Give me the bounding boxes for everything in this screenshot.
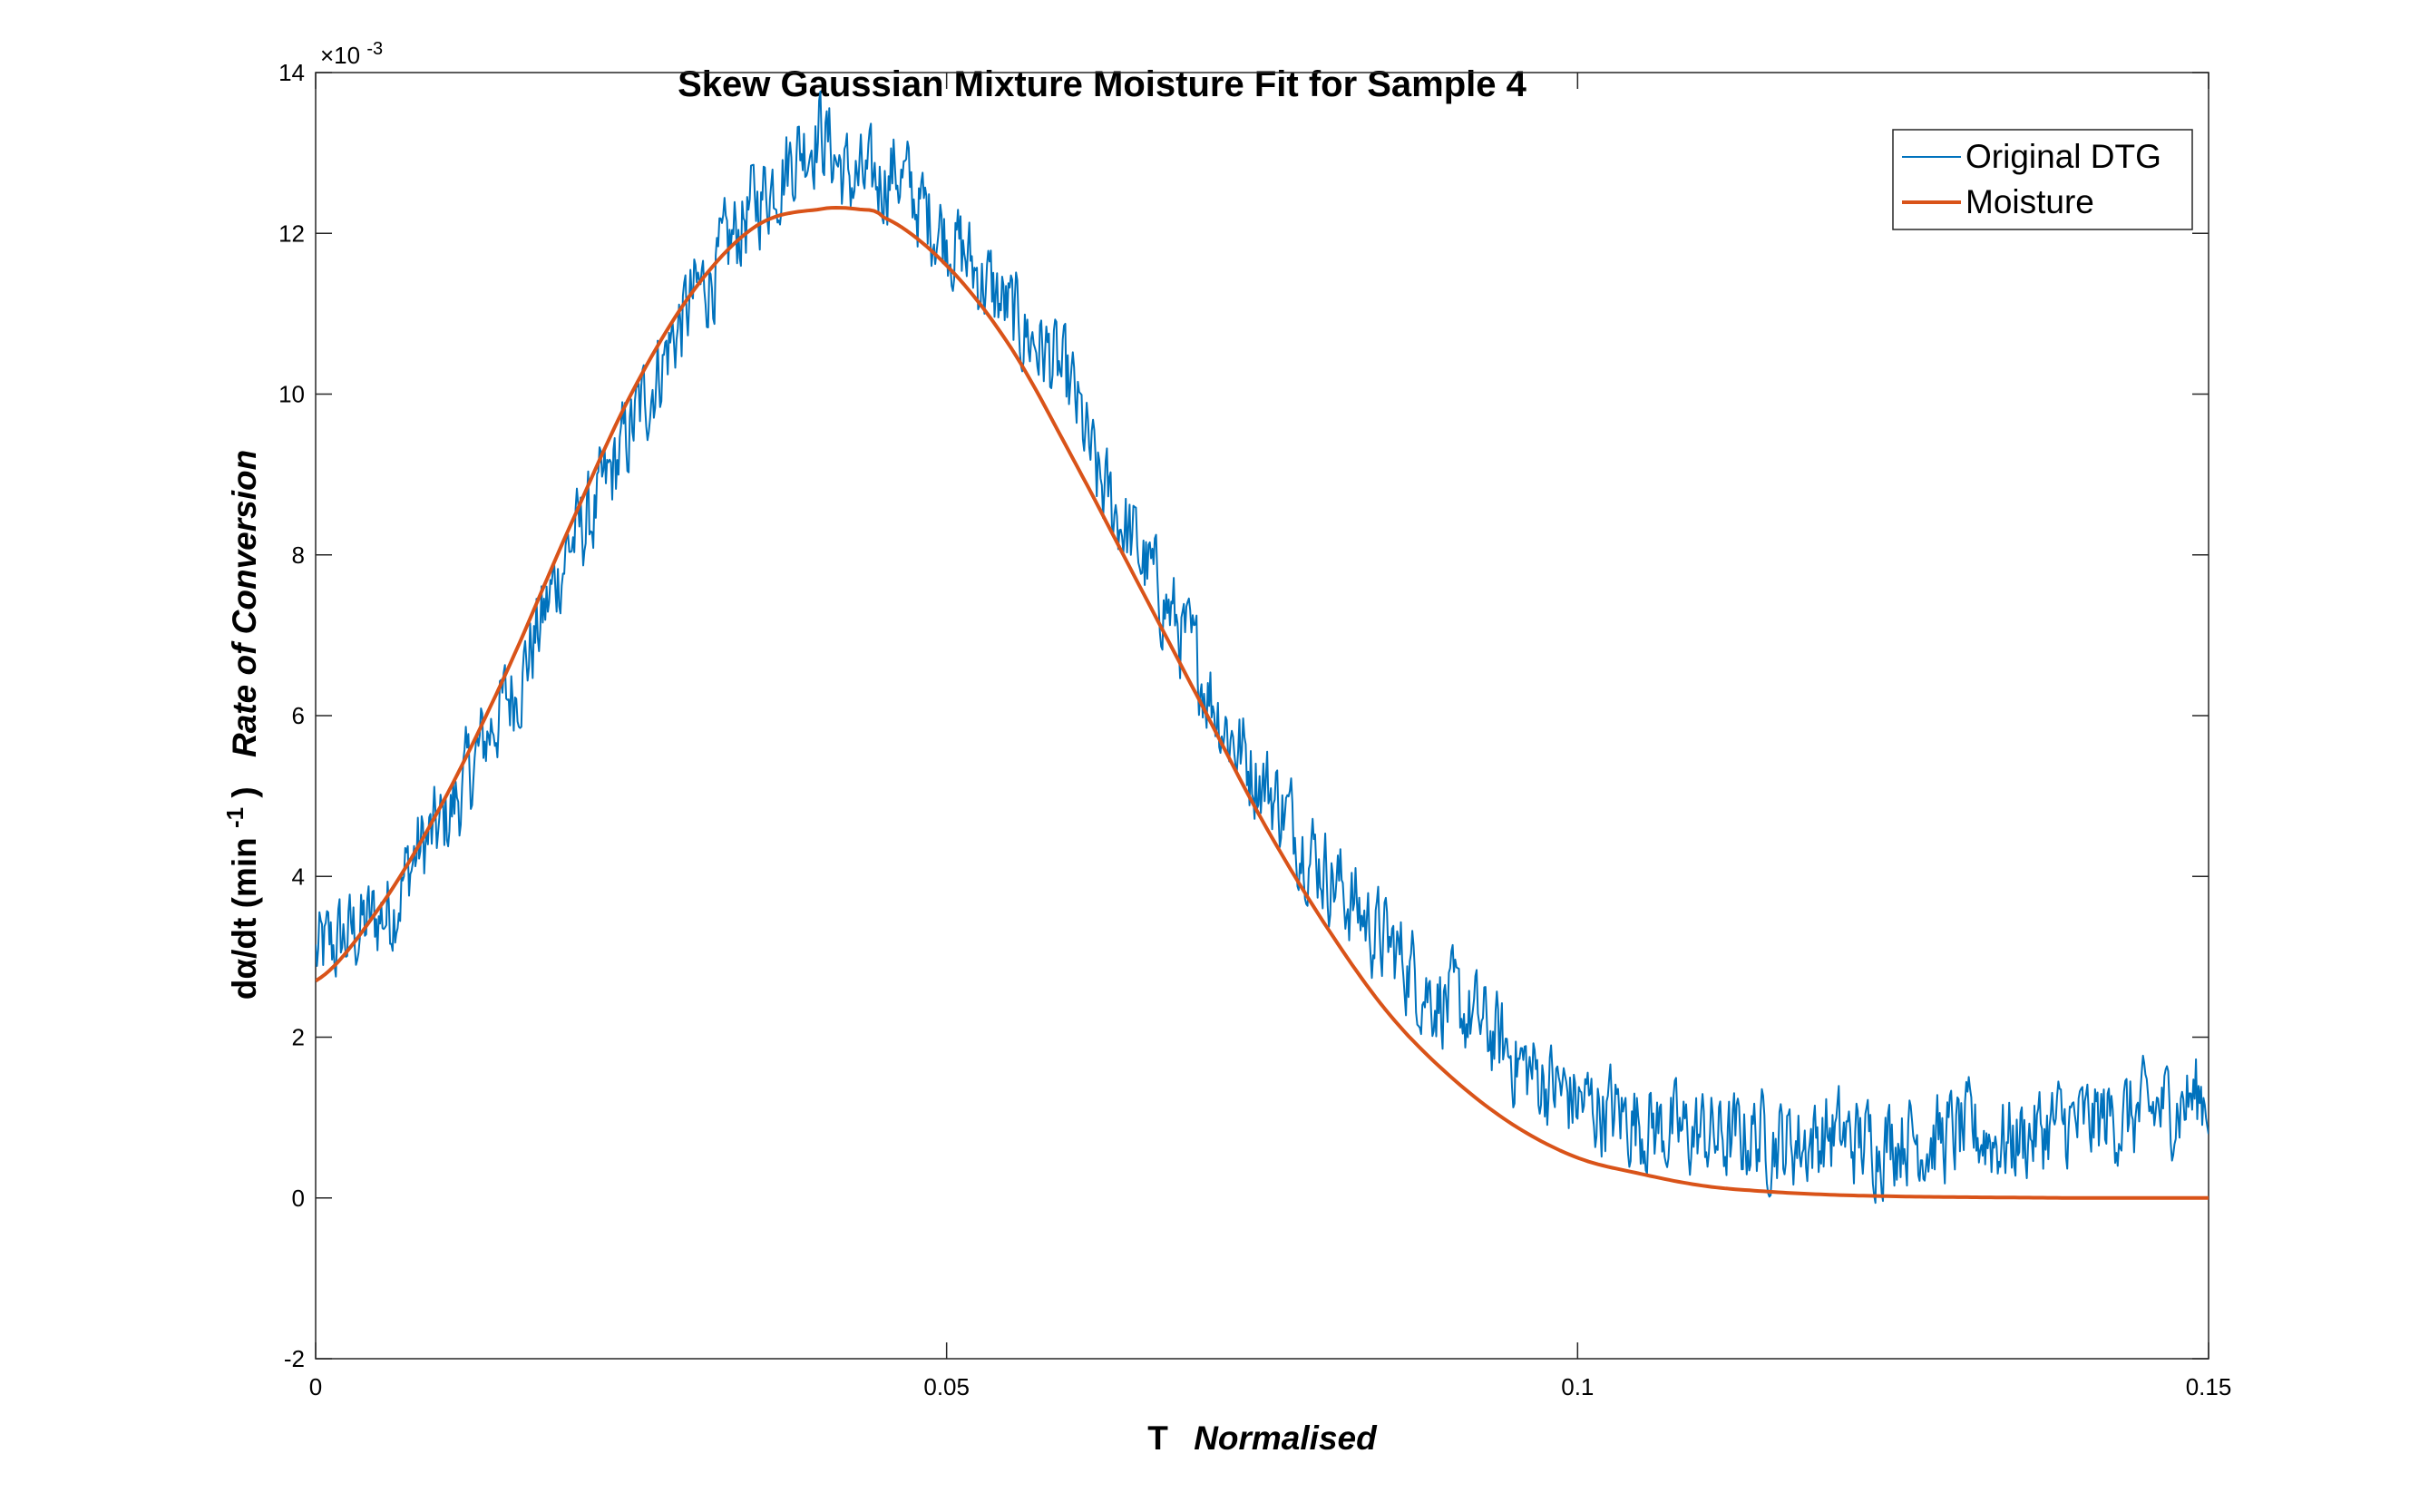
y-axis-exponent: ×10 -3 — [320, 39, 383, 69]
y-tick-label: 6 — [292, 702, 305, 729]
x-axis-label: T Normalised — [1147, 1419, 1378, 1457]
series-layer — [316, 90, 2209, 1205]
y-tick-label: 0 — [292, 1185, 305, 1212]
x-axis-label-italic: Normalised — [1194, 1419, 1378, 1457]
series-line-original-dtg — [316, 90, 2209, 1205]
y-tick-label: 8 — [292, 541, 305, 569]
x-axis: 0 0.05 0.1 0.15 — [309, 73, 2232, 1400]
y-tick-label: 10 — [278, 381, 305, 408]
legend-entry: Original DTG — [1965, 138, 2161, 175]
y-axis-label-suffix: ) — [226, 786, 263, 797]
y-tick-label: 2 — [292, 1024, 305, 1051]
legend: Original DTG Moisture — [1892, 129, 2193, 230]
y-tick-label: -2 — [284, 1345, 305, 1372]
legend-entry: Moisture — [1965, 183, 2094, 220]
y-tick-label: 14 — [278, 59, 305, 86]
x-axis-label-prefix: T — [1147, 1419, 1168, 1457]
y-axis-label-superscript: -1 — [221, 807, 249, 828]
y-axis-label: dα/dt (min -1 ) Rate of Conversion — [213, 450, 263, 1000]
y-exponent-base: ×10 — [320, 42, 360, 69]
y-axis: -2 0 2 4 6 8 10 12 14 — [278, 59, 2209, 1372]
x-tick-label: 0.1 — [1561, 1373, 1594, 1400]
chart-title: Skew Gaussian Mixture Moisture Fit for S… — [678, 64, 1527, 104]
series-line-moisture — [316, 206, 2209, 1200]
x-tick-label: 0 — [309, 1373, 322, 1400]
y-exponent-power: -3 — [366, 39, 383, 59]
y-tick-label: 12 — [278, 219, 305, 247]
x-tick-label: 0.05 — [923, 1373, 970, 1400]
y-axis-label-prefix: dα/dt (min — [226, 837, 263, 1000]
y-tick-label: 4 — [292, 863, 305, 890]
x-tick-label: 0.15 — [2186, 1373, 2232, 1400]
y-axis-label-italic: Rate of Conversion — [226, 450, 263, 757]
legend-box — [1892, 129, 2193, 230]
